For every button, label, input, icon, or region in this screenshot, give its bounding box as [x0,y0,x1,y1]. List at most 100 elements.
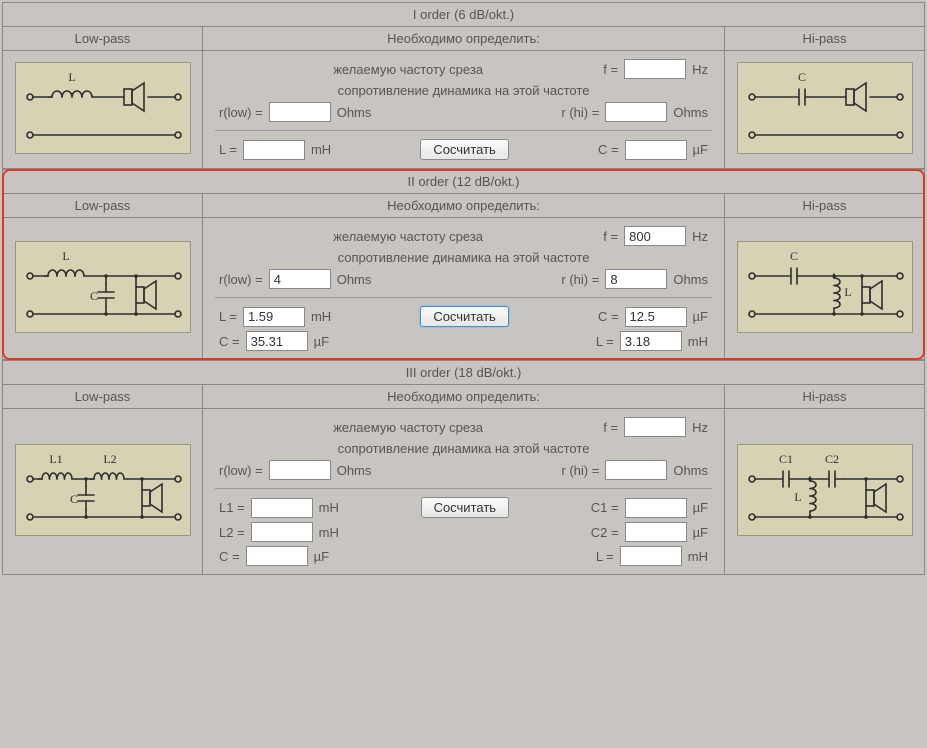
form-cell: желаемую частоту среза f = Hz сопротивле… [203,409,725,575]
rhi-label: r (hi) = [561,105,599,120]
highlighted-section: II order (12 dB/okt.) Low-pass Необходим… [2,169,925,360]
freq-text: желаемую частоту среза [219,62,597,77]
separator [215,297,712,298]
lp-circuit: L [3,51,203,169]
out-right-label: L = [596,334,614,349]
rhi-input[interactable] [605,460,667,480]
out-right-unit: mH [688,334,708,349]
out-right-input[interactable] [620,331,682,351]
svg-text:L: L [794,490,801,504]
freq-input[interactable] [624,226,686,246]
low-pass-label: Low-pass [3,385,203,409]
freq-input[interactable] [624,59,686,79]
hz-label: Hz [692,229,708,244]
f-label: f = [603,62,618,77]
separator [215,488,712,489]
svg-text:L2: L2 [103,452,116,466]
rlow-label: r(low) = [219,105,263,120]
out-right-input[interactable] [625,498,687,518]
svg-text:C1: C1 [778,452,792,466]
out-left-label: C = [219,549,240,564]
out-right-input[interactable] [625,307,687,327]
rhi-input[interactable] [605,269,667,289]
svg-text:C: C [789,249,797,263]
section-title: II order (12 dB/okt.) [3,170,925,194]
out-left-input[interactable] [251,498,313,518]
ohms-label: Ohms [337,105,372,120]
out-left-label: L = [219,309,237,324]
out-left-input[interactable] [246,546,308,566]
calc-button[interactable]: Сосчитать [420,306,509,327]
f-label: f = [603,420,618,435]
rlow-input[interactable] [269,460,331,480]
svg-text:C: C [797,70,805,84]
svg-text:L: L [62,249,69,263]
out-right-label: C2 = [591,525,619,540]
hz-label: Hz [692,62,708,77]
svg-text:L1: L1 [49,452,62,466]
out-left-input[interactable] [251,522,313,542]
low-pass-label: Low-pass [3,27,203,51]
hp-circuit: C1 C2 L [725,409,925,575]
out-left-label: L = [219,142,237,157]
need-to-define: Необходимо определить: [203,194,725,218]
hz-label: Hz [692,420,708,435]
hi-pass-label: Hi-pass [725,385,925,409]
out-left-unit: mH [319,500,339,515]
ohms-label: Ohms [673,463,708,478]
out-left-label: L2 = [219,525,245,540]
calc-button[interactable]: Сосчитать [420,139,509,160]
out-left-input[interactable] [243,307,305,327]
rhi-label: r (hi) = [561,463,599,478]
freq-text: желаемую частоту среза [219,420,597,435]
hi-pass-label: Hi-pass [725,27,925,51]
ohms-label: Ohms [337,463,372,478]
out-left-input[interactable] [246,331,308,351]
rhi-label: r (hi) = [561,272,599,287]
impedance-text: сопротивление динамика на этой частоте [338,441,590,456]
freq-input[interactable] [624,417,686,437]
out-right-label: C = [598,142,619,157]
svg-text:L: L [844,285,851,299]
out-right-input[interactable] [625,522,687,542]
form-cell: желаемую частоту среза f = Hz сопротивле… [203,218,725,360]
calc-button[interactable]: Сосчитать [421,497,510,518]
out-left-unit: mH [311,142,331,157]
out-left-input[interactable] [243,140,305,160]
crossover-table: I order (6 dB/okt.) Low-pass Необходимо … [2,2,925,169]
section-title: I order (6 dB/okt.) [3,3,925,27]
hi-pass-label: Hi-pass [725,194,925,218]
lp-circuit: LC [3,218,203,360]
f-label: f = [603,229,618,244]
hp-circuit: CL [725,218,925,360]
out-right-input[interactable] [625,140,687,160]
rlow-label: r(low) = [219,463,263,478]
impedance-text: сопротивление динамика на этой частоте [338,83,590,98]
out-right-label: C = [598,309,619,324]
svg-text:C: C [69,492,77,506]
lp-circuit: L1 L2 C [3,409,203,575]
out-right-input[interactable] [620,546,682,566]
out-left-unit: µF [314,549,329,564]
rlow-input[interactable] [269,269,331,289]
out-left-label: L1 = [219,500,245,515]
hp-circuit: C [725,51,925,169]
out-left-label: C = [219,334,240,349]
form-cell: желаемую частоту среза f = Hz сопротивле… [203,51,725,169]
out-left-unit: mH [319,525,339,540]
out-right-label: L = [596,549,614,564]
out-right-unit: mH [688,549,708,564]
rhi-input[interactable] [605,102,667,122]
out-left-unit: µF [314,334,329,349]
out-right-unit: µF [693,142,708,157]
out-right-unit: µF [693,500,708,515]
separator [215,130,712,131]
ohms-label: Ohms [673,272,708,287]
ohms-label: Ohms [337,272,372,287]
need-to-define: Необходимо определить: [203,27,725,51]
section-title: III order (18 dB/okt.) [3,361,925,385]
rlow-input[interactable] [269,102,331,122]
ohms-label: Ohms [673,105,708,120]
low-pass-label: Low-pass [3,194,203,218]
svg-text:C2: C2 [824,452,838,466]
